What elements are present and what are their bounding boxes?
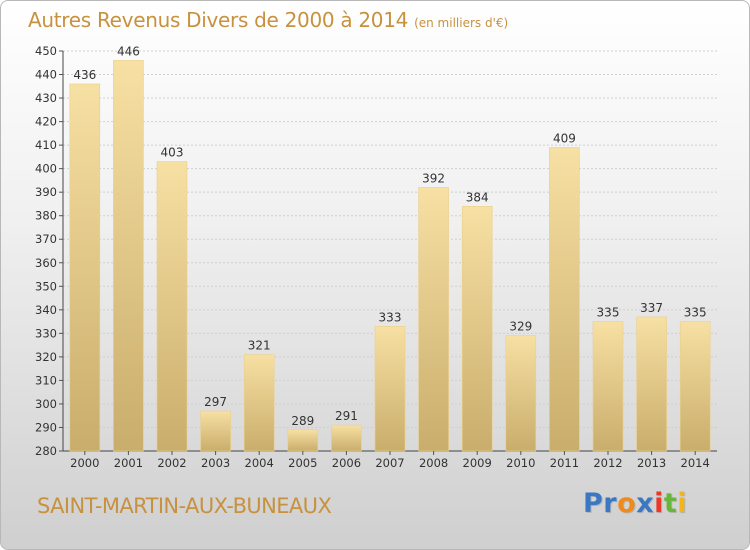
logo-letter: t <box>663 488 678 519</box>
x-tick-label: 2000 <box>70 456 99 470</box>
bar <box>679 321 711 452</box>
data-label: 291 <box>335 409 358 423</box>
logo-letter: r <box>603 488 618 519</box>
y-tick-label: 280 <box>35 444 57 458</box>
bar <box>636 316 667 452</box>
bar <box>287 429 319 452</box>
x-tick-label: 2014 <box>681 456 710 470</box>
x-tick-label: 2010 <box>506 456 535 470</box>
data-label: 337 <box>640 301 663 315</box>
logo-letter: x <box>636 488 655 519</box>
data-label: 329 <box>509 320 532 334</box>
bar <box>113 60 144 452</box>
data-label: 384 <box>466 190 489 204</box>
y-tick-label: 450 <box>35 44 57 58</box>
x-tick-label: 2004 <box>245 456 274 470</box>
x-tick-label: 2001 <box>114 456 143 470</box>
chart-title: Autres Revenus Divers de 2000 à 2014 (en … <box>28 8 508 32</box>
data-label: 403 <box>161 146 184 160</box>
y-tick-label: 320 <box>35 350 57 364</box>
y-tick-label: 410 <box>35 138 57 152</box>
bar <box>331 424 362 452</box>
logo-letter: o <box>617 488 637 519</box>
y-tick-label: 300 <box>35 397 57 411</box>
bar <box>549 147 580 452</box>
y-tick-label: 430 <box>35 91 57 105</box>
x-tick-label: 2005 <box>288 456 317 470</box>
x-tick-label: 2007 <box>375 456 404 470</box>
bar <box>200 410 231 452</box>
data-label: 335 <box>684 306 707 320</box>
logo-letter: P <box>583 488 604 519</box>
data-label: 409 <box>553 131 576 145</box>
y-tick-label: 370 <box>35 232 57 246</box>
logo-letter: i <box>654 488 664 519</box>
x-tick-label: 2006 <box>332 456 361 470</box>
x-tick-label: 2009 <box>463 456 492 470</box>
bar <box>418 187 449 452</box>
data-label: 297 <box>204 395 227 409</box>
bar <box>461 205 493 452</box>
logo-letter: i <box>677 488 688 519</box>
x-tick-label: 2008 <box>419 456 448 470</box>
proxiti-logo: Proxiti <box>583 488 687 519</box>
y-tick-label: 400 <box>35 162 57 176</box>
bar <box>592 321 624 452</box>
unit-text: (en milliers d'€) <box>414 16 509 30</box>
y-tick-label: 310 <box>35 373 57 387</box>
data-label: 289 <box>291 414 314 428</box>
y-tick-label: 390 <box>35 185 57 199</box>
x-tick-label: 2002 <box>157 456 186 470</box>
x-tick-label: 2012 <box>593 456 622 470</box>
y-tick-label: 360 <box>35 256 57 270</box>
y-tick-label: 380 <box>35 209 57 223</box>
bar <box>156 161 188 452</box>
data-label: 335 <box>597 306 620 320</box>
title-text: Autres Revenus Divers de 2000 à 2014 <box>28 8 409 32</box>
x-tick-label: 2011 <box>550 456 579 470</box>
y-tick-label: 420 <box>35 115 57 129</box>
data-label: 333 <box>379 310 402 324</box>
data-label: 436 <box>73 68 96 82</box>
x-tick-label: 2013 <box>637 456 666 470</box>
y-tick-label: 290 <box>35 420 57 434</box>
y-tick-label: 350 <box>35 279 57 293</box>
bar <box>505 335 537 452</box>
data-label: 446 <box>117 44 140 58</box>
y-tick-label: 340 <box>35 303 57 317</box>
y-tick-label: 440 <box>35 68 57 82</box>
data-label: 321 <box>248 339 271 353</box>
bar <box>243 354 275 452</box>
bar <box>69 83 101 452</box>
x-tick-label: 2003 <box>201 456 230 470</box>
data-label: 392 <box>422 171 445 185</box>
y-tick-label: 330 <box>35 326 57 340</box>
bar <box>374 325 406 452</box>
commune-name: SAINT-MARTIN-AUX-BUNEAUX <box>37 494 332 518</box>
